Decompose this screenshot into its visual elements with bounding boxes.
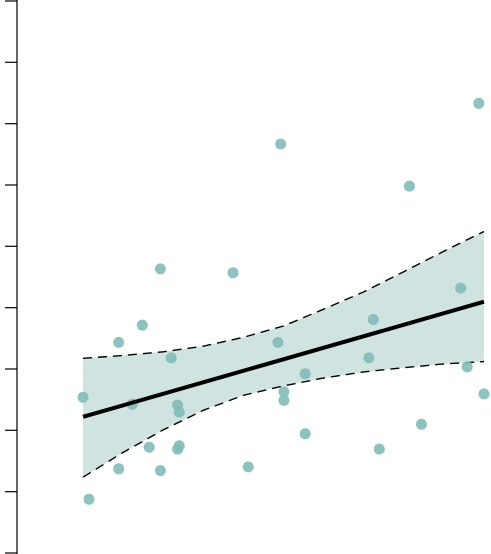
confidence-band-group <box>82 230 485 478</box>
data-points-group <box>77 97 490 505</box>
data-point <box>363 352 375 364</box>
data-point <box>136 319 148 331</box>
data-point <box>83 493 95 505</box>
data-point <box>173 406 185 418</box>
data-point <box>455 282 467 294</box>
y-axis <box>5 0 18 554</box>
data-point <box>299 428 311 440</box>
data-point <box>272 336 284 348</box>
data-point <box>113 463 125 475</box>
data-point <box>173 440 185 452</box>
data-point <box>278 394 290 406</box>
confidence-band-lower-line <box>82 360 485 478</box>
data-point <box>478 388 490 400</box>
data-point <box>227 267 239 279</box>
data-point <box>415 418 427 430</box>
data-point <box>278 386 290 398</box>
data-point <box>77 391 89 403</box>
fit-line-group <box>82 299 485 419</box>
data-point <box>154 465 166 477</box>
data-point <box>473 97 485 109</box>
fit-line <box>82 299 485 419</box>
data-point <box>275 138 287 150</box>
confidence-band-upper-line <box>82 230 485 359</box>
data-point <box>299 368 311 380</box>
data-point <box>373 443 385 455</box>
data-point <box>242 461 254 473</box>
data-point <box>367 314 379 325</box>
data-point <box>143 441 155 453</box>
data-point <box>154 263 166 275</box>
data-point <box>165 352 177 364</box>
data-point <box>403 180 415 192</box>
data-point <box>113 336 125 348</box>
data-point <box>461 361 473 373</box>
